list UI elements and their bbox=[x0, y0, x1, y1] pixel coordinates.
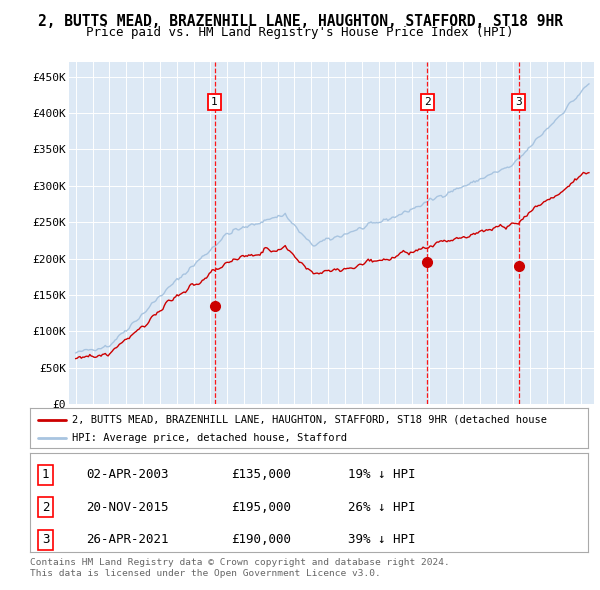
Text: Contains HM Land Registry data © Crown copyright and database right 2024.: Contains HM Land Registry data © Crown c… bbox=[30, 558, 450, 566]
Text: 39% ↓ HPI: 39% ↓ HPI bbox=[348, 533, 416, 546]
Text: 02-APR-2003: 02-APR-2003 bbox=[86, 468, 168, 481]
Text: 2, BUTTS MEAD, BRAZENHILL LANE, HAUGHTON, STAFFORD, ST18 9HR (detached house: 2, BUTTS MEAD, BRAZENHILL LANE, HAUGHTON… bbox=[72, 415, 547, 425]
Text: Price paid vs. HM Land Registry's House Price Index (HPI): Price paid vs. HM Land Registry's House … bbox=[86, 26, 514, 39]
Text: 1: 1 bbox=[211, 97, 218, 107]
Text: 20-NOV-2015: 20-NOV-2015 bbox=[86, 501, 168, 514]
Text: 26-APR-2021: 26-APR-2021 bbox=[86, 533, 168, 546]
Text: 3: 3 bbox=[42, 533, 49, 546]
Text: 1: 1 bbox=[42, 468, 49, 481]
Text: £135,000: £135,000 bbox=[231, 468, 291, 481]
Text: 26% ↓ HPI: 26% ↓ HPI bbox=[348, 501, 416, 514]
Text: 19% ↓ HPI: 19% ↓ HPI bbox=[348, 468, 416, 481]
Text: HPI: Average price, detached house, Stafford: HPI: Average price, detached house, Staf… bbox=[72, 433, 347, 443]
Text: This data is licensed under the Open Government Licence v3.0.: This data is licensed under the Open Gov… bbox=[30, 569, 381, 578]
Text: £190,000: £190,000 bbox=[231, 533, 291, 546]
Text: £195,000: £195,000 bbox=[231, 501, 291, 514]
Text: 2: 2 bbox=[424, 97, 431, 107]
Text: 2: 2 bbox=[42, 501, 49, 514]
Text: 2, BUTTS MEAD, BRAZENHILL LANE, HAUGHTON, STAFFORD, ST18 9HR: 2, BUTTS MEAD, BRAZENHILL LANE, HAUGHTON… bbox=[37, 14, 563, 28]
Text: 3: 3 bbox=[515, 97, 522, 107]
